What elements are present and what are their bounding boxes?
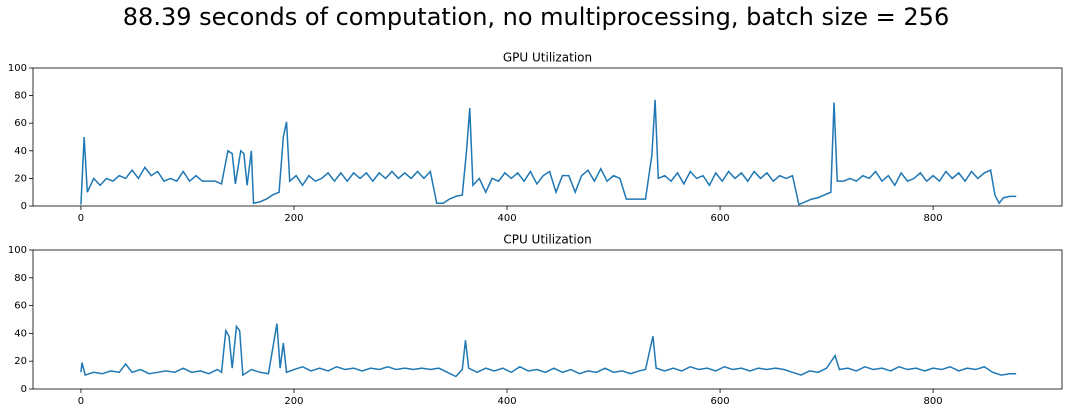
y-tick-label: 20 — [14, 356, 27, 367]
axes-frame — [32, 67, 1063, 207]
data-line — [80, 323, 1017, 378]
x-tick-label: 800 — [924, 213, 943, 224]
y-tick-label: 40 — [14, 328, 27, 339]
figure-title: 88.39 seconds of computation, no multipr… — [123, 3, 949, 31]
y-tick-label: 80 — [14, 91, 27, 102]
x-tick-label: 600 — [711, 213, 730, 224]
x-tick-label: 0 — [78, 213, 84, 224]
x-tick-label: 0 — [78, 396, 84, 407]
x-tick-label: 800 — [924, 396, 943, 407]
x-tick-label: 600 — [711, 396, 730, 407]
axis-title: CPU Utilization — [503, 233, 591, 247]
data-line — [80, 99, 1017, 206]
y-tick-label: 100 — [8, 63, 27, 74]
x-tick-label: 200 — [284, 213, 303, 224]
y-tick-label: 80 — [14, 273, 27, 284]
x-tick-label: 200 — [284, 396, 303, 407]
y-tick-label: 100 — [8, 245, 27, 256]
y-tick-label: 60 — [14, 301, 27, 312]
x-tick-label: 400 — [497, 213, 516, 224]
y-tick-label: 20 — [14, 173, 27, 184]
y-tick-label: 60 — [14, 118, 27, 129]
y-tick-label: 0 — [21, 201, 27, 212]
axes-frame — [32, 249, 1063, 390]
axis-title: GPU Utilization — [503, 51, 592, 65]
y-tick-label: 0 — [21, 384, 27, 395]
x-tick-label: 400 — [497, 396, 516, 407]
y-tick-label: 40 — [14, 146, 27, 157]
